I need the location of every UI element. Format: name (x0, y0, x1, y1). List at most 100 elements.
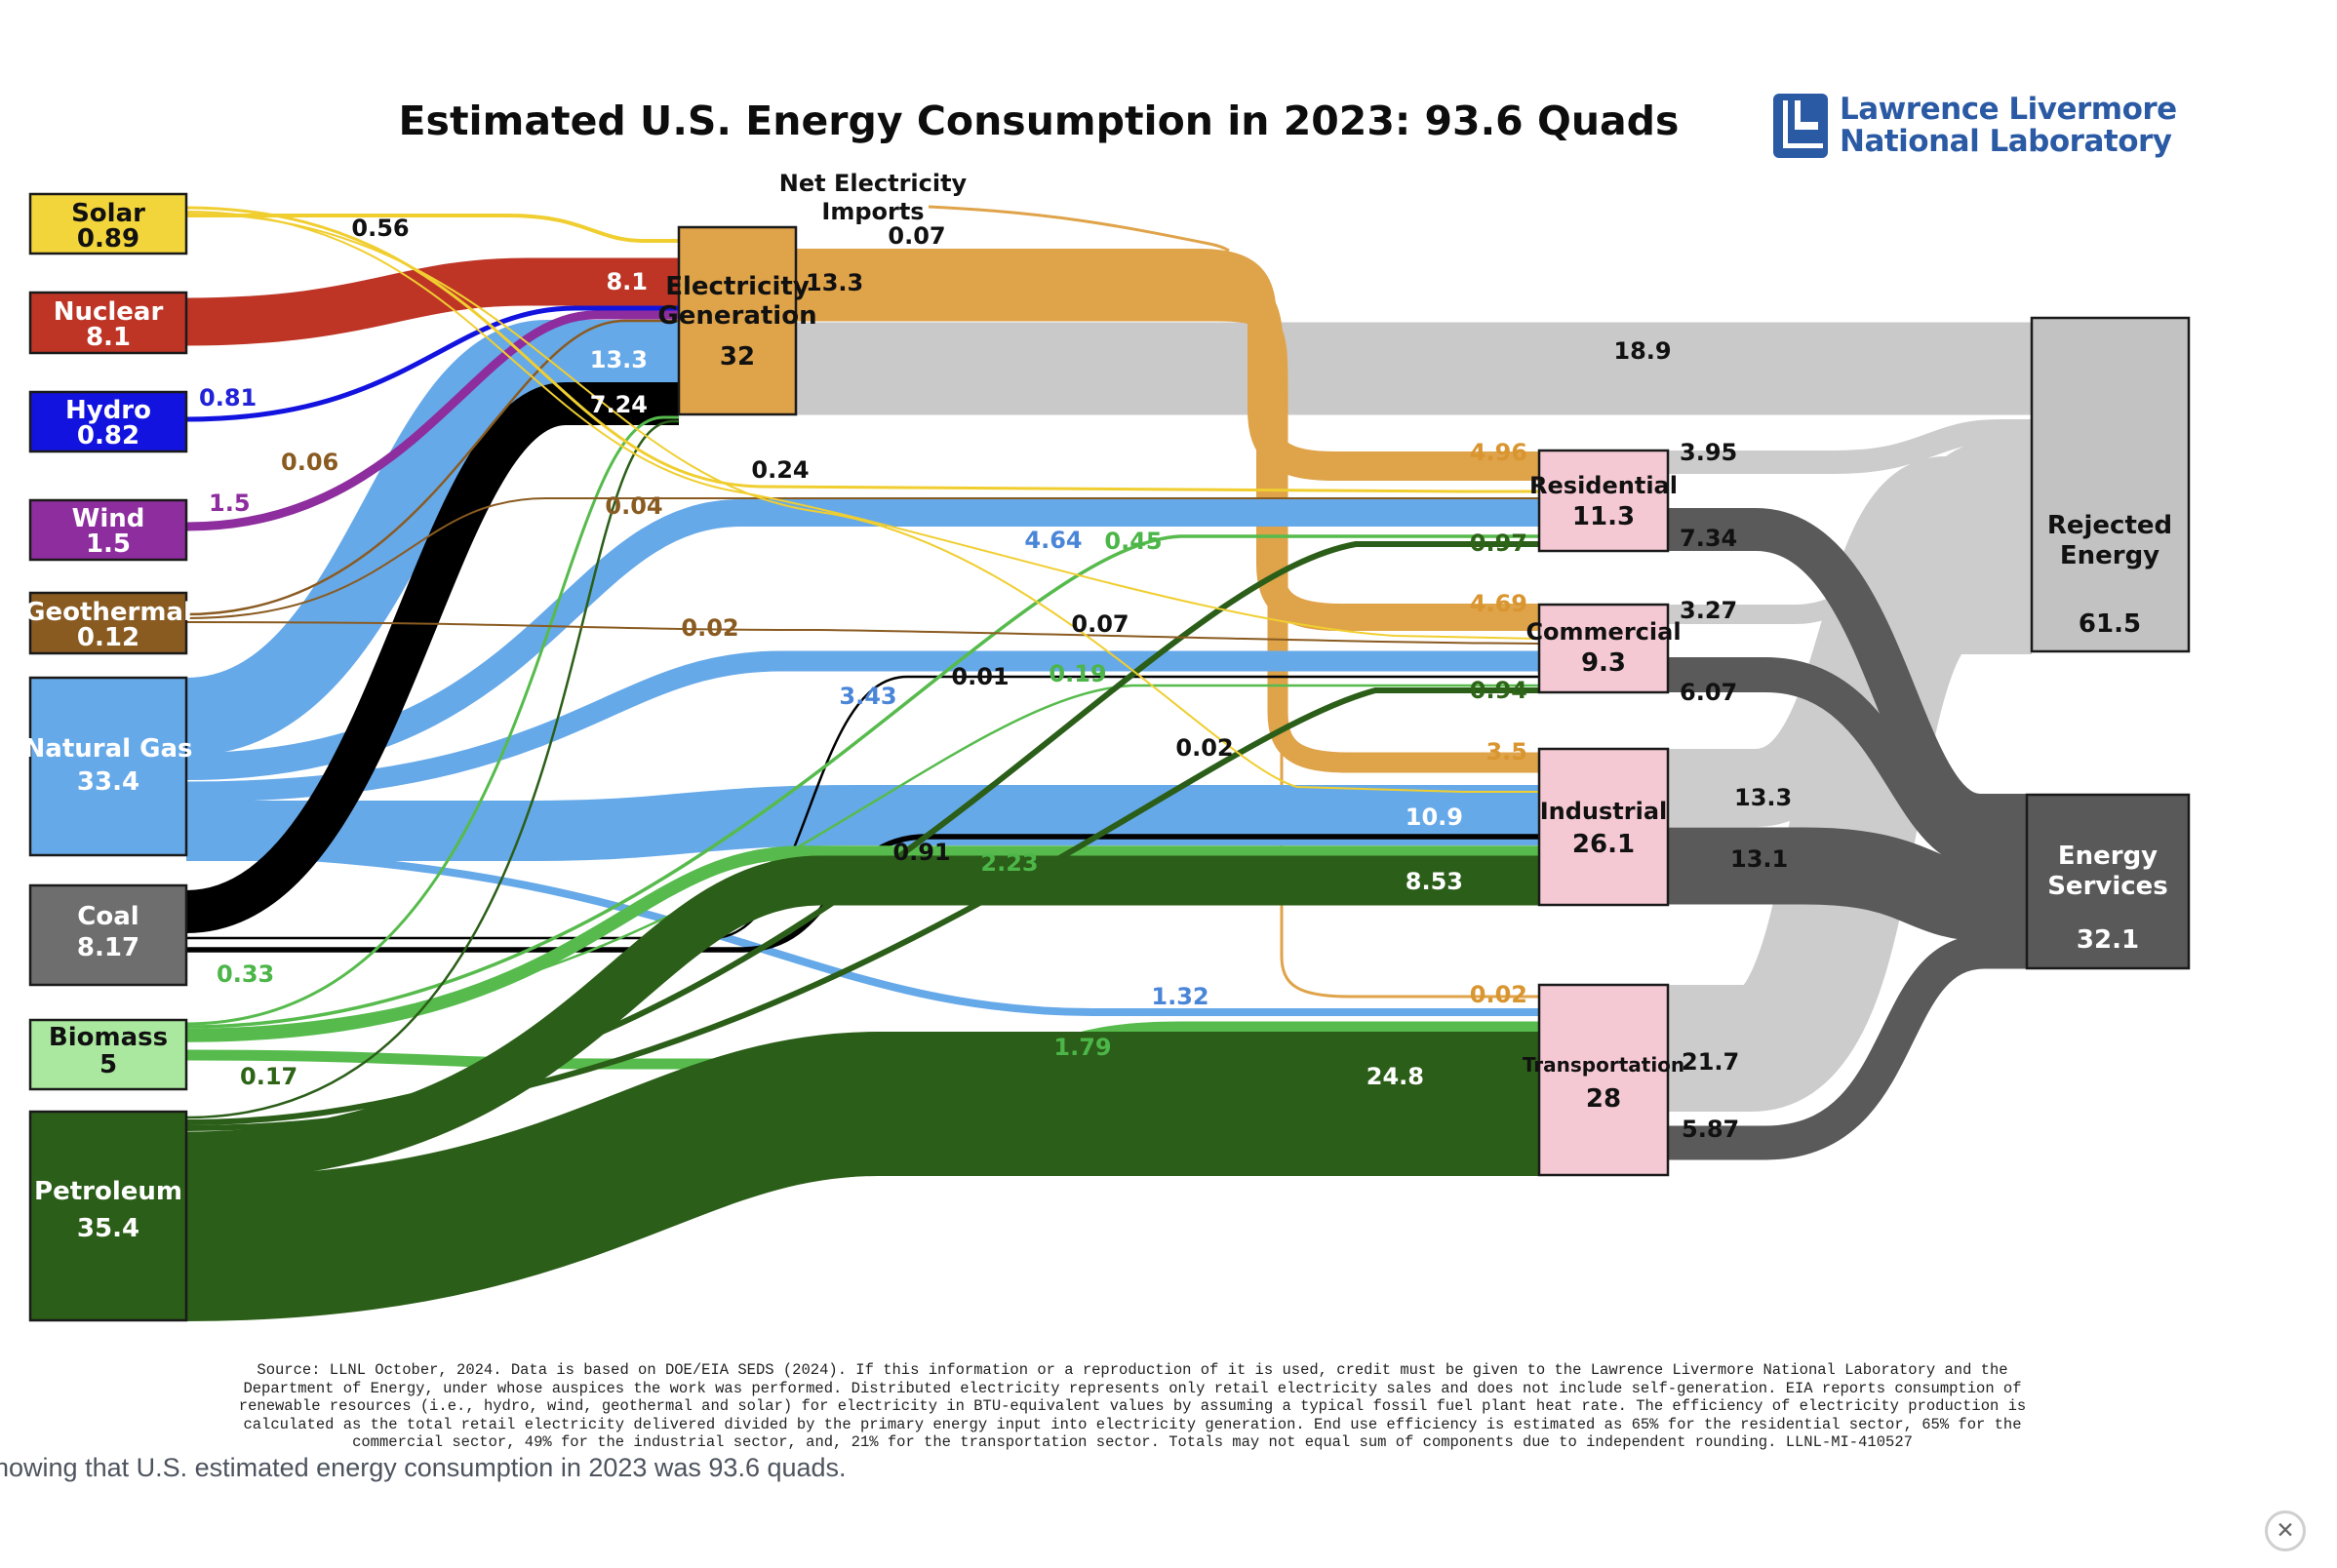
label-trans-svc: 5.87 (1682, 1116, 1739, 1143)
flow-wind-to-electricity (185, 310, 679, 531)
label-hydro-elec: 0.81 (199, 384, 257, 412)
label-gas-res: 4.64 (1024, 527, 1082, 554)
node-wind (28, 498, 188, 562)
flow-gas-to-industrial (186, 785, 1539, 861)
label-trans-rej: 21.7 (1682, 1048, 1739, 1076)
flow-electricity-to-transportation (796, 318, 1539, 999)
label-gas-com: 3.43 (839, 683, 896, 710)
node-rejected-energy (2030, 316, 2191, 653)
flow-residential-to-services (1668, 508, 2027, 837)
imports-label-2: Imports (821, 198, 924, 225)
label-ind-rej: 13.3 (1734, 784, 1792, 811)
flow-transportation-to-services (1668, 934, 2027, 1160)
llnl-logo: Lawrence Livermore National Laboratory (1773, 94, 2177, 158)
flow-industrial-to-services (1668, 827, 2027, 942)
label-solar-com: 0.07 (1071, 610, 1129, 638)
label-com-svc: 6.07 (1680, 679, 1737, 706)
label-wind-elec: 1.5 (209, 490, 251, 517)
label-gas-ind: 10.9 (1406, 804, 1463, 831)
flow-biomass-to-residential (185, 534, 1539, 1029)
flow-electricity-to-industrial (796, 297, 1539, 773)
label-com-rej: 3.27 (1680, 597, 1737, 624)
label-coal-com: 0.01 (951, 663, 1009, 690)
biomass-value: 5 (99, 1050, 117, 1079)
electricity-label-2: Generation (657, 301, 816, 331)
llnl-logo-text: Lawrence Livermore National Laboratory (1840, 94, 2177, 158)
node-industrial (1537, 747, 1670, 907)
flow-gas-to-transportation (185, 848, 1539, 1016)
flow-petroleum-to-transportation (185, 1032, 1539, 1321)
flow-petroleum-to-industrial (185, 855, 1539, 1182)
label-geo-com: 0.02 (681, 614, 738, 642)
flow-petroleum-to-electricity (185, 419, 679, 1119)
label-bio-res: 0.45 (1104, 528, 1162, 555)
residential-value: 11.3 (1572, 502, 1635, 531)
petroleum-label: Petroleum (34, 1177, 182, 1206)
label-bio-ind: 2.23 (980, 849, 1038, 877)
node-solar (28, 192, 188, 255)
transportation-value: 28 (1586, 1084, 1621, 1114)
node-hydro (28, 390, 188, 453)
flow-transportation-to-rejected (1668, 528, 2032, 1112)
node-coal (28, 883, 188, 987)
node-commercial (1537, 603, 1670, 694)
llnl-logo-icon (1773, 94, 1828, 158)
natural-gas-value: 33.4 (77, 767, 139, 797)
commercial-label: Commercial (1525, 618, 1681, 646)
hydro-label: Hydro (65, 396, 151, 425)
flow-nuclear-to-electricity (185, 257, 679, 346)
flow-geothermal-to-residential (185, 497, 1539, 619)
rejected-label-2: Energy (2060, 541, 2159, 570)
label-coal-elec: 7.24 (590, 391, 648, 418)
services-label-2: Services (2047, 872, 2168, 901)
flow-solar-to-electricity (186, 214, 679, 243)
llnl-logo-line1: Lawrence Livermore (1840, 92, 2177, 127)
hydro-value: 0.82 (77, 421, 139, 451)
residential-label: Residential (1529, 472, 1678, 499)
rejected-value: 61.5 (2079, 609, 2141, 639)
flow-biomass-to-industrial (185, 845, 1539, 1042)
node-energy-services (2025, 793, 2191, 970)
llnl-logo-line2: National Laboratory (1840, 124, 2172, 159)
flow-geothermal-to-electricity (185, 319, 679, 616)
label-geo-elec: 0.06 (281, 449, 338, 476)
source-note-line4: calculated as the total retail electrici… (243, 1415, 2022, 1433)
node-natural-gas (28, 676, 188, 857)
label-dist-trans: 0.02 (1470, 981, 1527, 1008)
label-bio-trans: 1.79 (1053, 1034, 1111, 1061)
source-note: Source: LLNL October, 2024. Data is base… (0, 1361, 2265, 1452)
label-coal-ind: 0.91 (892, 839, 950, 866)
electricity-label-1: Electricity (665, 272, 810, 301)
flow-solar-to-industrial (185, 213, 1539, 793)
wind-value: 1.5 (86, 529, 131, 559)
node-biomass (28, 1018, 188, 1091)
industrial-value: 26.1 (1572, 830, 1635, 859)
services-label-1: Energy (2058, 842, 2158, 871)
label-gas-trans: 1.32 (1151, 983, 1208, 1010)
label-dist-com: 4.69 (1470, 590, 1527, 617)
geothermal-value: 0.12 (77, 623, 139, 652)
label-res-rej: 3.95 (1680, 439, 1737, 466)
page-title: Estimated U.S. Energy Consumption in 202… (398, 98, 1680, 144)
source-note-line1: Source: LLNL October, 2024. Data is base… (257, 1361, 2008, 1379)
source-note-line2: Department of Energy, under whose auspic… (243, 1379, 2022, 1397)
close-icon: ✕ (2276, 1518, 2295, 1544)
label-pet-com: 0.94 (1470, 677, 1527, 704)
source-note-line3: renewable resources (i.e., hydro, wind, … (238, 1397, 2027, 1415)
petroleum-value: 35.4 (77, 1214, 139, 1243)
label-elec-rej: 18.9 (1613, 337, 1671, 365)
flow-residential-to-rejected (1668, 419, 2032, 474)
flow-gas-to-residential (185, 499, 1539, 780)
imports-label-1: Net Electricity (779, 170, 968, 197)
node-petroleum (28, 1110, 188, 1322)
label-dist-ind: 3.5 (1485, 738, 1527, 765)
label-solar-ind: 0.02 (1175, 734, 1233, 762)
flow-hydro-to-electricity (185, 305, 679, 422)
label-pet-elec: 0.17 (240, 1063, 297, 1090)
label-solar-res: 0.24 (751, 456, 809, 484)
flow-imports-line (928, 205, 1230, 253)
node-geothermal (28, 591, 188, 655)
natural-gas-label: Natural Gas (24, 734, 193, 764)
close-button[interactable]: ✕ (2265, 1510, 2306, 1551)
flow-coal-to-commercial (186, 675, 1539, 940)
